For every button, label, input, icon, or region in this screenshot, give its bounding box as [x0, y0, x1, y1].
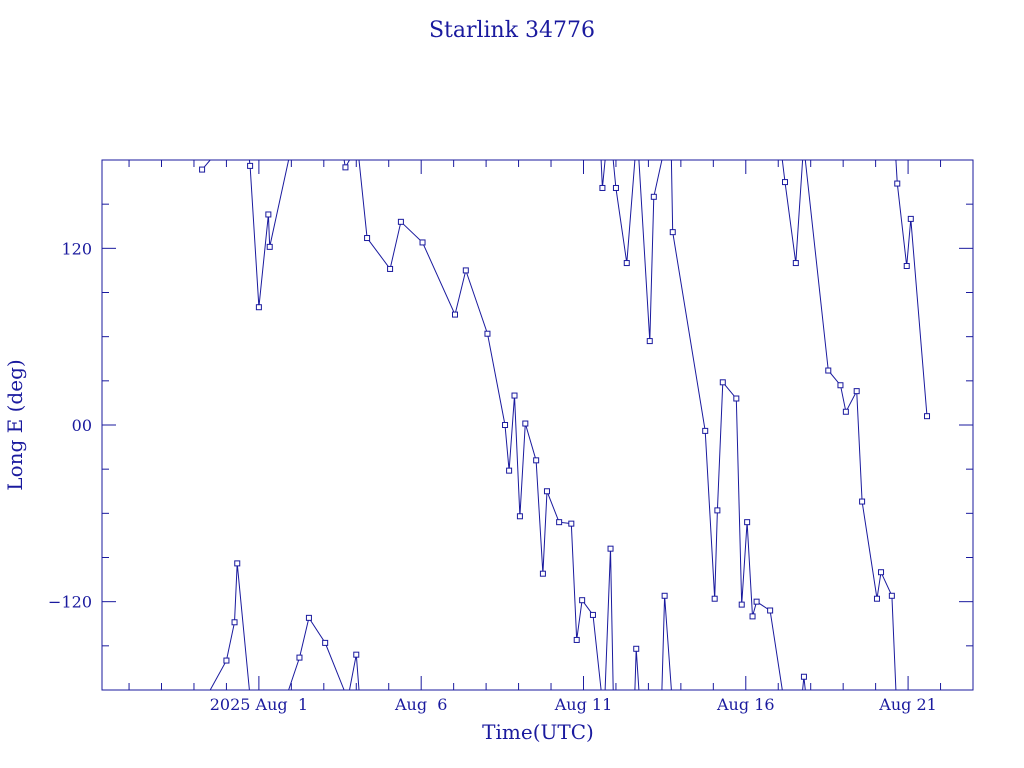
- series-line: [600, 160, 606, 189]
- data-point: [533, 457, 540, 464]
- data-point: [247, 162, 254, 169]
- series-line: [634, 648, 640, 690]
- data-point: [669, 229, 676, 236]
- data-point: [894, 180, 901, 187]
- data-point: [878, 569, 885, 576]
- data-point: [744, 519, 751, 526]
- data-point: [842, 408, 849, 415]
- data-point: [387, 265, 394, 272]
- data-point: [539, 570, 546, 577]
- data-point: [322, 639, 329, 646]
- data-point: [255, 304, 262, 311]
- data-point: [714, 507, 721, 514]
- data-point: [873, 595, 880, 602]
- data-point: [511, 392, 518, 399]
- data-point: [903, 263, 910, 269]
- data-point: [661, 592, 668, 599]
- y-axis-label: Long E (deg): [3, 359, 27, 490]
- chart-title: Starlink 34776: [429, 18, 595, 43]
- data-point: [506, 467, 513, 474]
- data-point: [837, 382, 844, 389]
- data-point: [556, 519, 563, 526]
- data-point: [782, 179, 789, 186]
- x-axis-label: Time(UTC): [482, 720, 594, 744]
- data-point: [612, 184, 619, 191]
- x-tick-label: 2025 Aug 1: [210, 695, 308, 714]
- data-point: [711, 595, 718, 602]
- data-series: [199, 160, 931, 690]
- data-point: [646, 338, 653, 345]
- data-point: [579, 597, 586, 604]
- y-tick-label: 120: [61, 239, 92, 258]
- y-tick-label: −120: [48, 593, 92, 612]
- data-point: [924, 413, 931, 420]
- data-point: [888, 592, 895, 599]
- data-point: [266, 243, 273, 250]
- data-point: [296, 654, 303, 661]
- data-point: [599, 184, 606, 191]
- data-point: [792, 260, 799, 267]
- data-point: [859, 498, 866, 505]
- data-point: [364, 235, 371, 242]
- data-point: [853, 388, 860, 395]
- data-point: [633, 645, 640, 652]
- x-tick-label: Aug 16: [716, 695, 775, 714]
- series-line: [288, 616, 345, 690]
- data-point: [800, 673, 807, 680]
- data-point: [543, 488, 550, 495]
- data-point: [825, 367, 832, 374]
- data-point: [749, 613, 756, 620]
- series-line: [781, 160, 804, 264]
- data-point: [451, 311, 458, 318]
- data-point: [589, 611, 596, 618]
- data-point: [907, 215, 914, 222]
- series-line: [804, 160, 897, 690]
- y-tick-label: 00: [72, 416, 92, 435]
- data-point: [462, 267, 469, 274]
- data-point: [199, 166, 206, 173]
- series-line: [604, 548, 614, 690]
- data-point: [719, 379, 726, 386]
- data-point: [753, 598, 760, 605]
- axes: [101, 159, 974, 691]
- series-line: [349, 654, 360, 690]
- data-point: [342, 164, 349, 171]
- series-line: [358, 160, 602, 690]
- data-point: [702, 427, 709, 434]
- data-point: [738, 601, 745, 608]
- data-point: [419, 239, 426, 246]
- series-line: [638, 160, 663, 342]
- series-line: [209, 563, 250, 690]
- data-point: [484, 330, 491, 337]
- data-point: [516, 513, 523, 520]
- tick-labels: −120 00 120 2025 Aug 1 Aug 6 Aug 11 Aug 16 Aug …: [48, 239, 937, 714]
- data-point: [650, 193, 657, 200]
- data-point: [623, 260, 630, 267]
- data-point: [522, 420, 529, 427]
- x-tick-label: Aug 21: [878, 695, 937, 714]
- x-tick-label: Aug 6: [394, 695, 447, 714]
- data-point: [502, 422, 509, 428]
- data-point: [305, 614, 312, 621]
- plot-frame: [101, 159, 974, 691]
- data-point: [223, 657, 230, 664]
- data-point: [568, 520, 575, 527]
- data-point: [231, 619, 238, 626]
- data-point: [265, 211, 272, 218]
- data-point: [767, 607, 774, 614]
- series-line: [661, 595, 672, 690]
- data-point: [607, 545, 614, 552]
- data-point: [234, 560, 241, 567]
- series-line: [612, 160, 636, 264]
- data-point: [353, 651, 360, 658]
- x-tick-label: Aug 11: [554, 695, 613, 714]
- data-point: [397, 218, 404, 225]
- data-point: [733, 395, 740, 402]
- series-line: [895, 160, 928, 417]
- series-line: [670, 160, 783, 690]
- series-line: [248, 160, 290, 308]
- data-point: [573, 636, 580, 643]
